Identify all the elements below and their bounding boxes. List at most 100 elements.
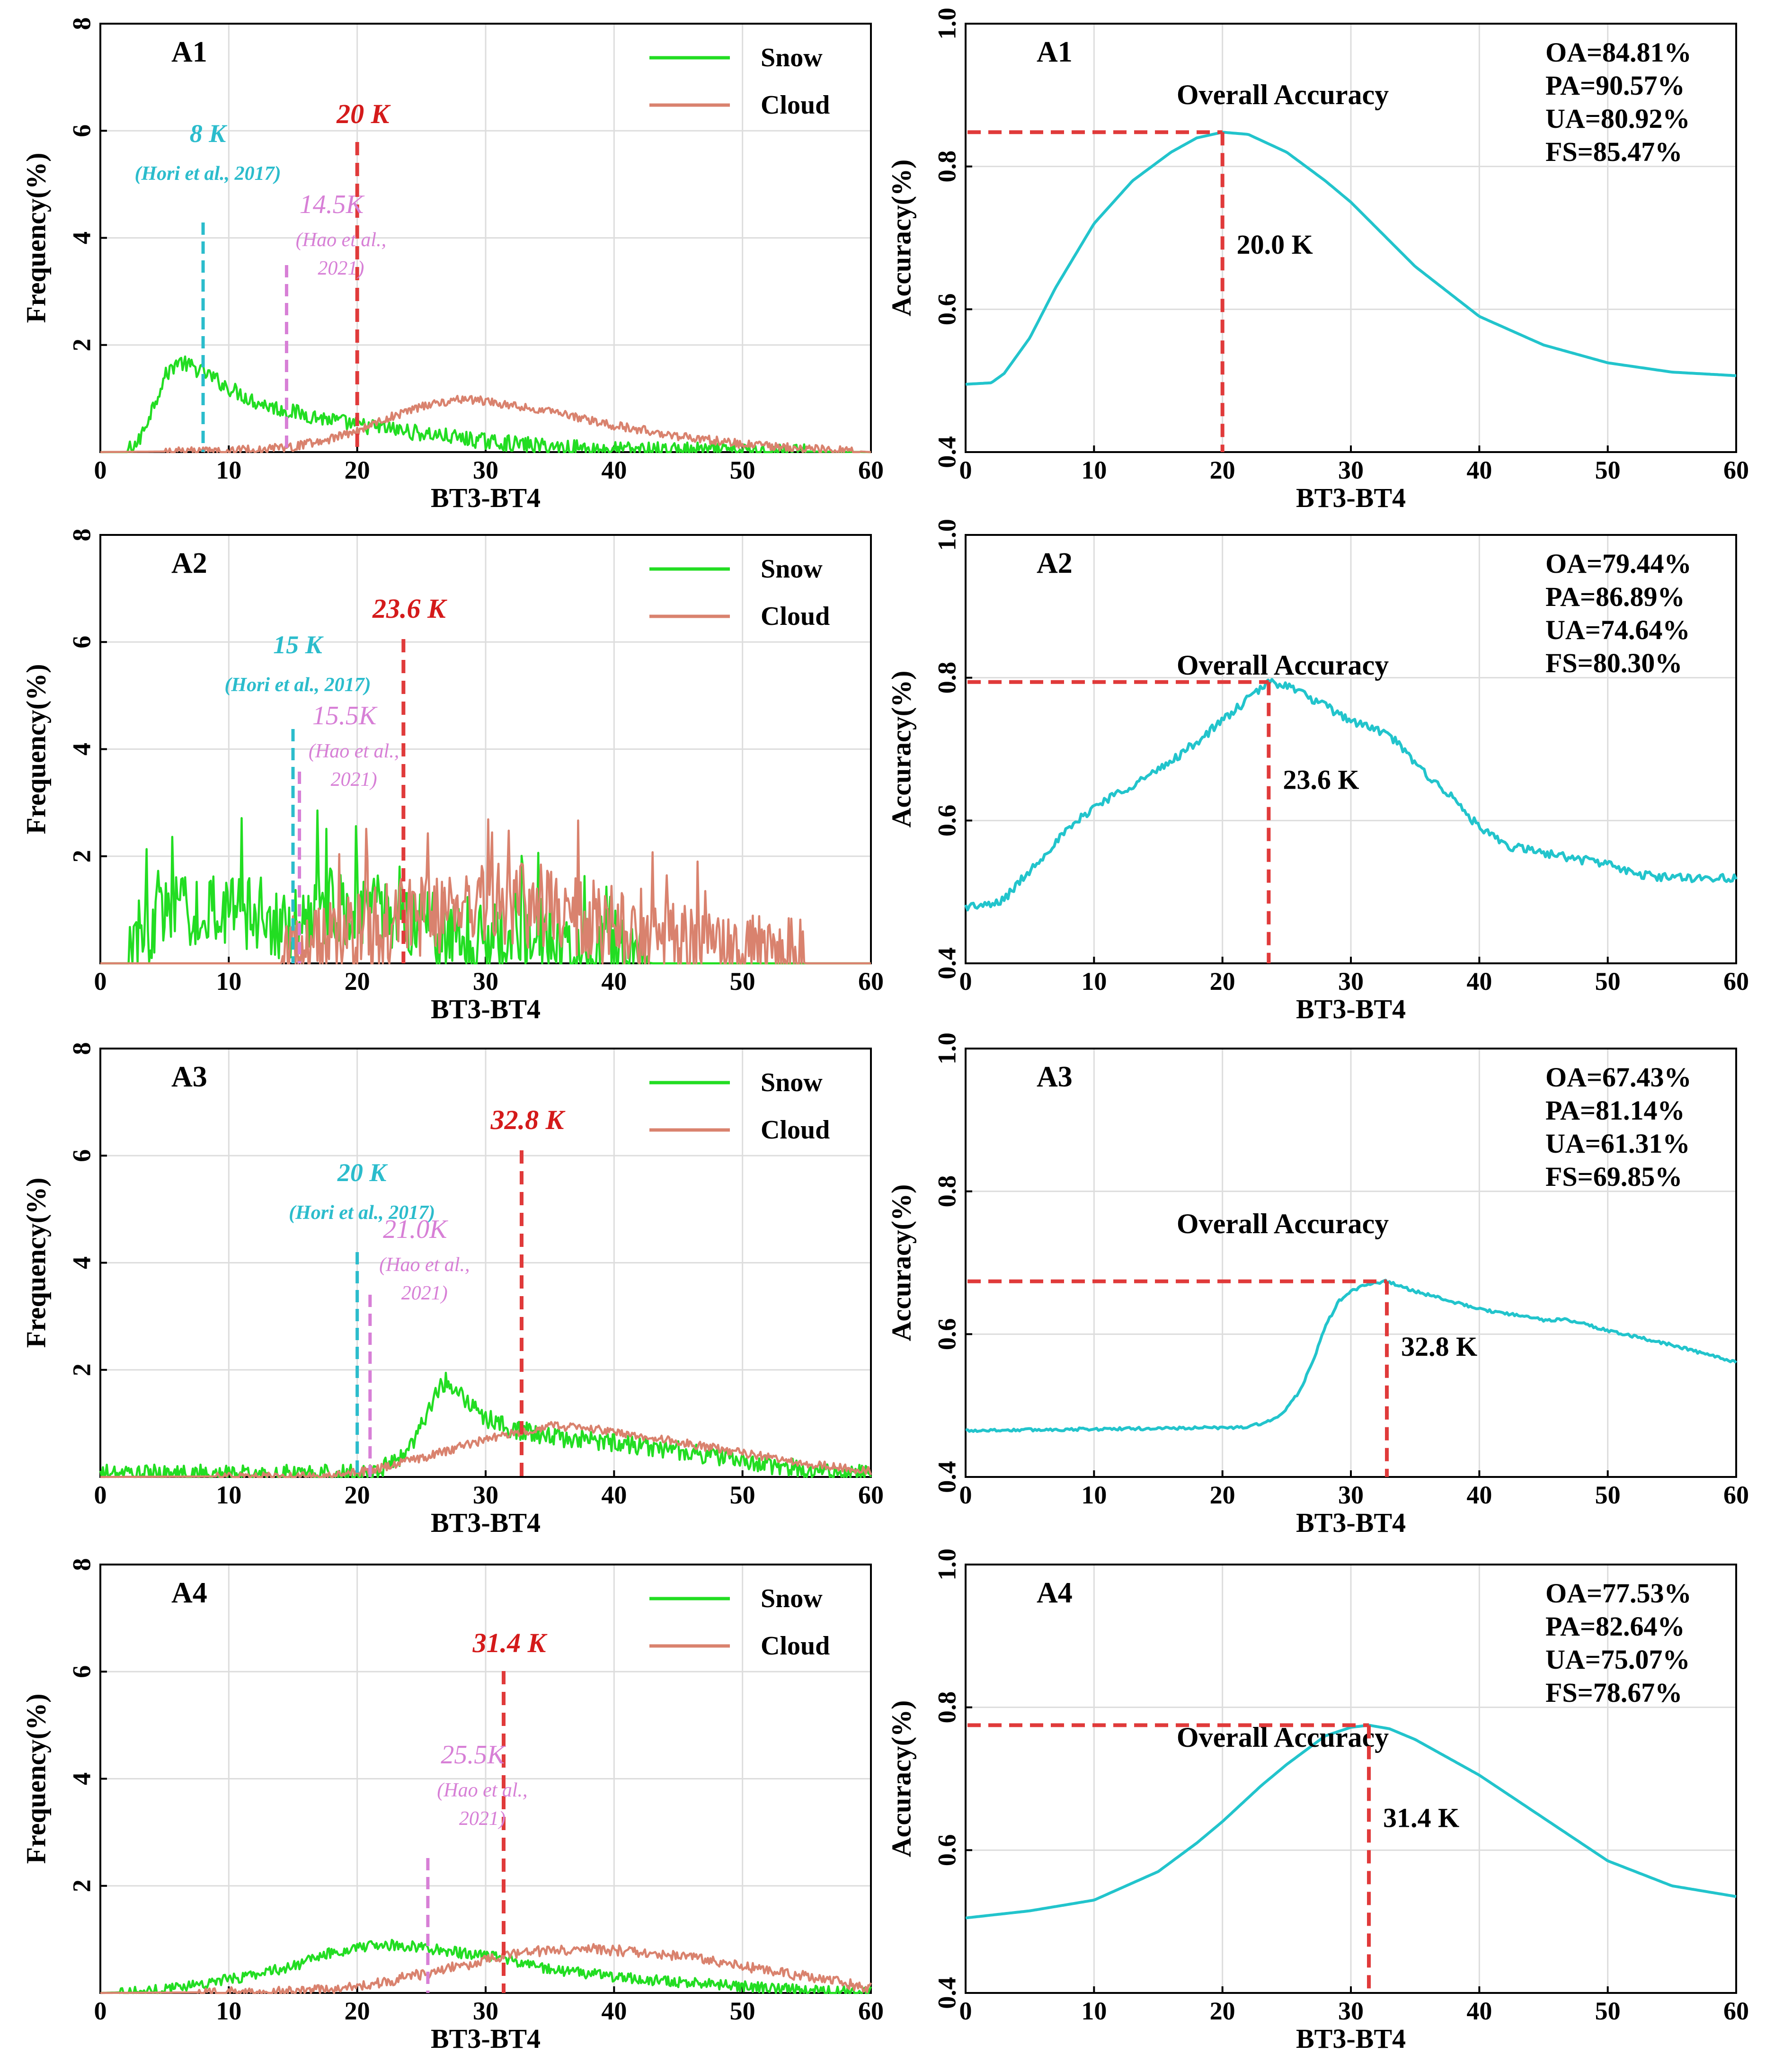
panel-A3-accuracy: 0 10 20 30 40 50 60 0.4 0.6 0.8 1.0 BT3-BT4 Accuracy… [886,1032,1749,1538]
series-line-overall-accuracy [965,1279,1738,1433]
panel-label: A2 [1037,547,1073,579]
x-axis-label: BT3-BT4 [1296,482,1406,513]
series-line-overall-accuracy [965,131,1737,386]
x-tick-label: 0 [959,967,972,996]
y-axis-label: Frequency(%) [20,664,51,835]
y-axis-label: Frequency(%) [20,1694,51,1864]
metric-text: PA=90.57% [1545,70,1685,101]
y-tick-label: 2 [67,338,96,351]
x-tick-label: 20 [345,967,370,996]
accuracy-title: Overall Accuracy [1177,1208,1389,1239]
x-tick-label: 20 [1210,967,1235,996]
hao-threshold-label: 25.5K [441,1740,506,1770]
y-tick-label: 0.8 [932,1691,961,1724]
x-tick-label: 10 [1081,1997,1107,2025]
legend-label-cloud: Cloud [761,1115,830,1145]
x-tick-label: 50 [1595,456,1621,484]
metric-text: OA=77.53% [1545,1578,1692,1609]
y-tick-label: 0.4 [932,947,961,979]
hao-reference-line1: (Hao et al., [296,229,386,251]
x-tick-label: 60 [1723,1481,1749,1509]
x-axis-label: BT3-BT4 [431,482,541,513]
hori-threshold-label: 15 K [273,631,324,659]
x-tick-label: 10 [1081,1481,1107,1509]
x-tick-label: 30 [1338,967,1364,996]
metric-text: UA=61.31% [1545,1128,1690,1159]
y-axis-label: Frequency(%) [20,153,51,323]
hori-threshold-label: 20 K [337,1158,389,1187]
y-axis-label: Accuracy(%) [886,1184,916,1342]
hori-reference: (Hori et al., 2017) [289,1202,435,1224]
x-tick-label: 40 [601,1997,627,2025]
metric-text: FS=69.85% [1545,1161,1682,1192]
x-tick-label: 30 [473,456,498,484]
y-tick-label: 2 [67,850,96,863]
y-tick-label: 1.0 [932,1548,961,1581]
hao-threshold-label: 15.5K [312,701,378,730]
x-tick-label: 40 [601,1481,627,1509]
series-line-overall-accuracy [965,1724,1737,1920]
metric-text: PA=81.14% [1545,1095,1685,1126]
x-tick-label: 60 [858,456,884,484]
panel-label: A2 [171,547,207,579]
x-tick-label: 50 [730,1997,755,2025]
panel-A3-frequency: 0 10 20 30 40 50 60 2 4 6 8 BT3-BT4 Frequency(%) A3 Sn… [20,1042,884,1538]
x-tick-label: 20 [345,456,370,484]
x-tick-label: 60 [858,967,884,996]
series-line-overall-accuracy [964,678,1738,912]
y-tick-label: 1.0 [932,519,961,551]
x-tick-label: 40 [1466,456,1492,484]
x-tick-label: 50 [1595,1997,1621,2025]
series-line-cloud [100,395,871,454]
x-tick-label: 30 [473,1997,498,2025]
x-tick-label: 30 [1338,456,1364,484]
legend-label-snow: Snow [761,1584,823,1613]
y-tick-label: 8 [67,1558,96,1571]
panel-label: A3 [1037,1061,1073,1093]
y-tick-label: 2 [67,1879,96,1892]
metric-text: OA=67.43% [1545,1062,1692,1093]
y-tick-label: 0.8 [932,151,961,183]
x-tick-label: 20 [1210,1481,1235,1509]
x-tick-label: 60 [858,1481,884,1509]
hao-reference-line2: 2021) [401,1282,448,1304]
y-tick-label: 0.4 [932,1977,961,2009]
threshold-label: 32.8 K [490,1104,566,1135]
y-tick-label: 6 [67,636,96,649]
x-axis-label: BT3-BT4 [1296,994,1406,1024]
x-axis-label: BT3-BT4 [431,1507,541,1538]
x-tick-label: 40 [601,456,627,484]
x-tick-label: 30 [1338,1481,1364,1509]
x-tick-label: 0 [94,456,107,484]
x-axis-label: BT3-BT4 [1296,2023,1406,2054]
y-tick-label: 8 [67,18,96,30]
y-tick-label: 0.8 [932,1175,961,1208]
series-line-cloud [100,818,871,965]
accuracy-title: Overall Accuracy [1177,79,1389,110]
panel-A2-frequency: 0 10 20 30 40 50 60 2 4 6 8 BT3-BT4 Frequency(%) A2 Sn… [20,529,884,1025]
hao-reference-line2: 2021) [459,1808,506,1830]
y-tick-label: 4 [67,1256,96,1269]
panel-A4-accuracy: 0 10 20 30 40 50 60 0.4 0.6 0.8 1.0 BT3-BT4 Accuracy… [886,1548,1749,2054]
metric-text: OA=84.81% [1545,37,1692,68]
legend-label-snow: Snow [761,1068,823,1097]
series-line-cloud [100,1943,872,1994]
x-tick-label: 40 [1466,1481,1492,1509]
panel-A4-frequency: 0 10 20 30 40 50 60 2 4 6 8 BT3-BT4 Frequency(%) A4 Sn… [20,1558,884,2054]
y-tick-label: 0.4 [932,436,961,468]
x-tick-label: 60 [1723,967,1749,996]
threshold-label: 31.4 K [472,1627,548,1658]
hao-reference-line2: 2021) [331,769,377,791]
y-tick-label: 0.4 [932,1461,961,1493]
y-tick-label: 8 [67,1042,96,1055]
x-tick-label: 20 [1210,456,1235,484]
y-tick-label: 4 [67,743,96,756]
y-axis-label: Accuracy(%) [886,1700,916,1858]
threshold-label: 20 K [336,98,391,129]
x-tick-label: 40 [1466,967,1492,996]
panel-label: A1 [171,36,207,68]
hori-threshold-label: 8 K [190,119,228,148]
legend-label-cloud: Cloud [761,90,830,120]
threshold-value-label: 32.8 K [1401,1331,1477,1362]
